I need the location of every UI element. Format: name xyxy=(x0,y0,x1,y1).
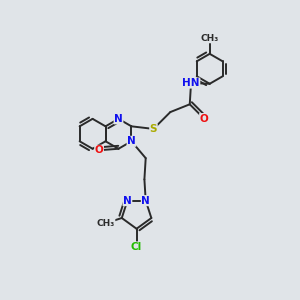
Text: O: O xyxy=(95,145,103,155)
Text: S: S xyxy=(150,124,157,134)
Text: CH₃: CH₃ xyxy=(201,34,219,43)
Text: HN: HN xyxy=(182,78,200,88)
Text: Cl: Cl xyxy=(131,242,142,252)
Text: O: O xyxy=(200,114,208,124)
Text: CH₃: CH₃ xyxy=(97,219,115,228)
Text: N: N xyxy=(127,136,136,146)
Text: N: N xyxy=(141,196,150,206)
Text: N: N xyxy=(114,114,123,124)
Text: N: N xyxy=(123,196,132,206)
